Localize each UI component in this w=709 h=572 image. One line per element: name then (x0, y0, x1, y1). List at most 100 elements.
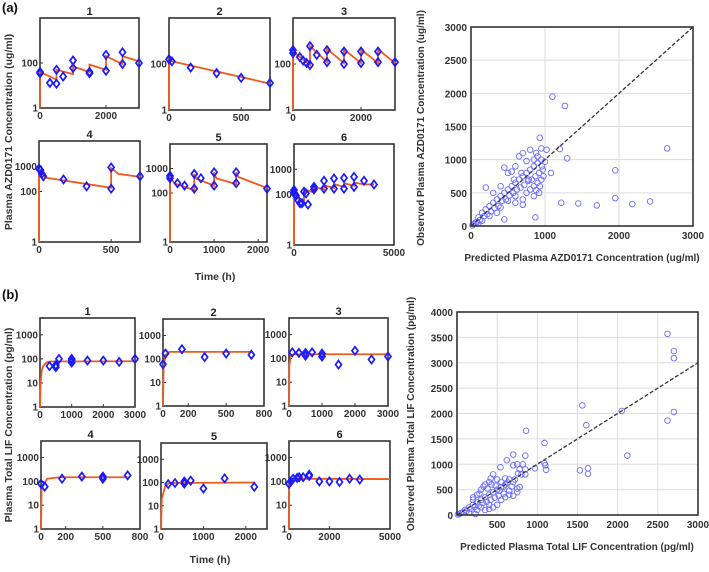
subplot-a5: 5 0 1000 2000 1 100 1000 (146, 132, 272, 256)
scatter-point (509, 451, 517, 458)
scatter-point (481, 506, 489, 514)
observed-point (40, 481, 49, 493)
subplot-title: 5 (215, 132, 221, 144)
y-tick-label: 1500 (445, 123, 468, 134)
scatter-b-y-label: Observed Plasma Total LIF Concentration … (406, 297, 417, 531)
subplot-b2: 2 0 200 500 800 1 10 100 1000 (139, 307, 273, 420)
observed-point (305, 40, 315, 52)
subplot-a2: 2 0 500 1 100 (150, 6, 275, 124)
observed-point (359, 175, 369, 187)
axes-box (39, 317, 136, 408)
scatter-point (532, 149, 540, 157)
observed-point (52, 78, 61, 90)
y-tick-label: 0 (447, 511, 453, 522)
x-tick-label: 500 (95, 532, 112, 543)
y-tick-label: 1 (32, 104, 38, 115)
scatter-point (534, 153, 541, 160)
observed-point (295, 197, 305, 209)
x-tick-label: 500 (233, 113, 250, 124)
observed-point (210, 166, 219, 178)
y-tick-label: 1000 (16, 330, 39, 341)
observed-point (77, 471, 86, 482)
scatter-point (542, 462, 549, 469)
scatter-point (504, 169, 512, 177)
scatter-point (522, 452, 529, 459)
y-tick-label: 100 (144, 354, 161, 365)
x-tick-label: 0 (166, 113, 172, 124)
x-tick-label: 1000 (311, 409, 334, 420)
x-tick-label: 200 (57, 532, 74, 543)
scatter-point (584, 470, 592, 478)
y-tick-label: 1000 (265, 330, 288, 341)
observed-point (232, 177, 241, 189)
observed-point (190, 168, 199, 180)
scatter-point (612, 194, 619, 202)
subplot-title: 2 (216, 6, 222, 18)
x-tick-label: 3000 (682, 231, 705, 242)
scatter-point (509, 189, 517, 197)
observed-point (39, 170, 48, 182)
observed-point (284, 478, 294, 490)
observed-point (51, 359, 60, 371)
observed-point (68, 55, 78, 66)
y-tick-label: 2000 (445, 89, 468, 100)
observed-point (196, 172, 205, 184)
observed-point (335, 476, 344, 488)
scatter-point (497, 464, 504, 471)
observed-point (98, 473, 107, 485)
axes-box (470, 26, 694, 227)
observed-point (54, 353, 64, 365)
y-tick-label: 10 (28, 501, 40, 512)
y-tick-label: 1 (286, 241, 292, 252)
scatter-a-x-label: Predicted Plasma AZD0171 Concentration (… (464, 253, 699, 264)
scatter-point (486, 212, 493, 220)
scatter-point (519, 201, 527, 209)
y-tick-label: 1000 (270, 165, 293, 176)
scatter-point (612, 167, 619, 174)
x-tick-label: 5000 (383, 248, 406, 259)
observed-point (334, 359, 343, 371)
observed-point (123, 469, 132, 481)
model-curve (292, 44, 396, 110)
scatter-point (576, 467, 584, 474)
observed-point (319, 183, 329, 195)
scatter-b-x-label: Predicted Plasma Total LIF Concentration… (460, 542, 694, 553)
y-tick-label: 3500 (431, 333, 454, 344)
observed-point (299, 55, 308, 67)
observed-point (325, 476, 334, 487)
scatter-point (503, 456, 511, 464)
observed-point (373, 56, 383, 68)
observed-point (167, 55, 176, 67)
observed-point (115, 356, 124, 368)
x-tick-label: 2500 (647, 520, 670, 531)
y-tick-label: 1 (161, 106, 167, 117)
panel-label-a: (a) (2, 0, 18, 15)
observed-point (210, 180, 219, 192)
y-tick-label: 1000 (265, 453, 288, 464)
x-axis-label-b: Time (h) (190, 554, 231, 566)
y-tick-label: 1 (281, 525, 287, 536)
scatter-point (512, 199, 519, 207)
observed-point (177, 343, 186, 355)
scatter-point (504, 479, 511, 486)
y-tick-label: 10 (276, 501, 288, 512)
scatter-point (521, 181, 528, 189)
y-tick-label: 10 (27, 378, 39, 389)
subplot-a3: 3 0 2000 1 100 (274, 6, 400, 124)
y-tick-label: 10 (148, 501, 160, 512)
x-tick-label: 500 (218, 409, 235, 420)
observed-point (312, 49, 321, 61)
scatter-point (543, 146, 550, 153)
observed-point (232, 166, 241, 178)
scatter-point (538, 176, 545, 183)
x-tick-label: 2000 (607, 520, 630, 531)
scatter-point (670, 354, 678, 362)
subplot-b4: 4 0 200 500 800 1 10 100 1000 (17, 429, 149, 543)
scatter-point (525, 176, 532, 183)
scatter-point (489, 189, 497, 197)
scatter-point (541, 439, 548, 447)
observed-point (356, 57, 366, 69)
scatter-point (516, 483, 523, 491)
